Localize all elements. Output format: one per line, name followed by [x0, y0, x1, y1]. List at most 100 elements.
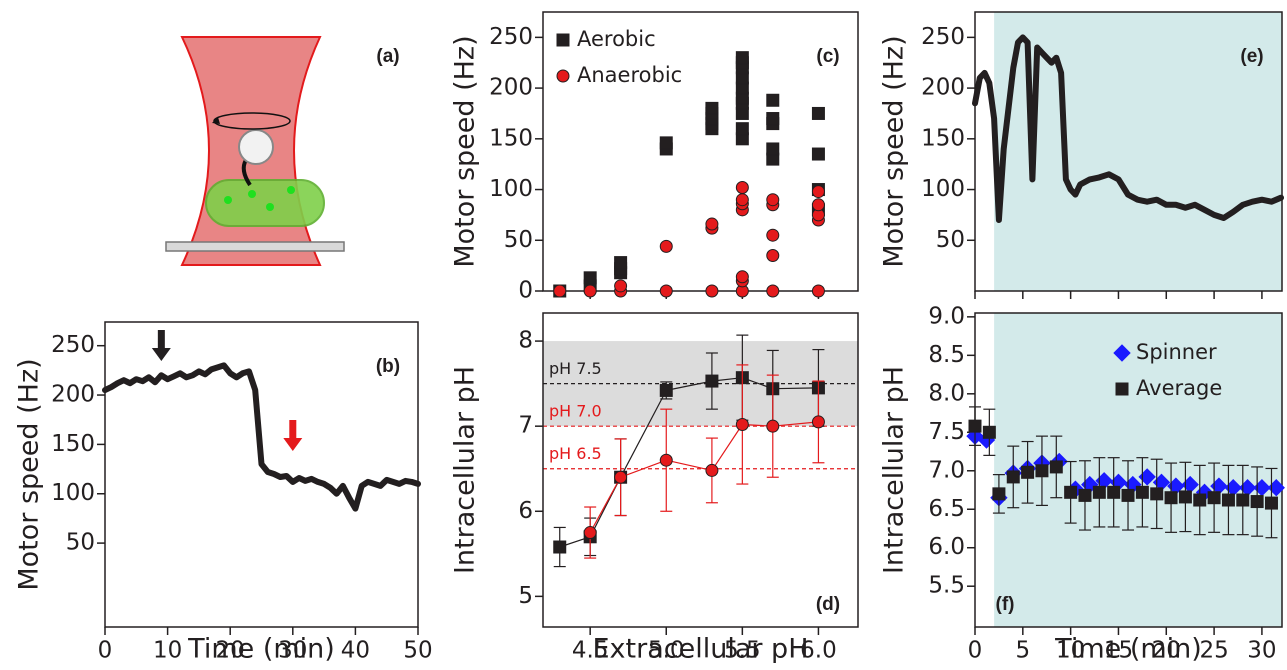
marker	[659, 453, 673, 467]
x-tick-label: 10	[1056, 638, 1085, 664]
y-tick-label: 6	[518, 498, 533, 524]
y-axis-label: Motor speed (Hz)	[14, 358, 45, 590]
y-tick-label: 100	[921, 176, 965, 202]
bacterium	[205, 179, 325, 227]
annotation-arrow	[283, 420, 303, 451]
marker	[766, 248, 780, 262]
series	[102, 362, 421, 512]
series	[972, 34, 1284, 223]
marker	[553, 284, 567, 298]
fluorophore	[266, 203, 274, 211]
marker	[1264, 496, 1278, 510]
plot-frame	[974, 312, 1283, 628]
y-tick-label: 6.0	[928, 534, 965, 560]
marker	[553, 540, 567, 554]
fluorophore	[287, 186, 295, 194]
marker	[766, 142, 780, 156]
y-tick-label: 50	[936, 227, 965, 253]
marker	[766, 112, 780, 126]
marker	[992, 487, 1006, 501]
y-tick-label: 100	[51, 480, 95, 506]
y-tick-label: 6.5	[928, 496, 965, 522]
marker	[1006, 470, 1020, 484]
x-tick-label: 15	[1104, 638, 1133, 664]
marker	[1078, 488, 1092, 502]
reference-label: pH 6.5	[549, 444, 602, 463]
marker	[1150, 487, 1164, 501]
marker	[1021, 465, 1035, 479]
x-tick-label: 5	[1015, 638, 1030, 664]
y-tick-label: 250	[921, 24, 965, 50]
marker	[735, 122, 749, 136]
marker	[556, 33, 570, 47]
marker	[766, 228, 780, 242]
plot-frame	[542, 312, 859, 628]
marker	[982, 425, 996, 439]
y-tick-label: 250	[489, 24, 533, 50]
reference-label: pH 7.5	[549, 359, 602, 378]
y-tick-label: 8.0	[928, 380, 965, 406]
marker	[583, 284, 597, 298]
x-tick-label: 10	[153, 638, 182, 664]
y-tick-label: 200	[921, 75, 965, 101]
marker	[735, 417, 749, 431]
marker	[968, 419, 982, 433]
series	[583, 364, 825, 559]
x-tick-label: 5.5	[724, 638, 761, 664]
glass-slide	[165, 241, 345, 252]
legend-label: Anaerobic	[577, 63, 682, 87]
marker	[556, 69, 570, 83]
marker	[1113, 344, 1131, 362]
marker	[1164, 491, 1178, 505]
y-tick-label: 5	[518, 583, 533, 609]
y-tick-label: 150	[489, 125, 533, 151]
y-tick-label: 7.0	[928, 457, 965, 483]
y-tick-label: 200	[489, 75, 533, 101]
y-tick-label: 100	[489, 176, 533, 202]
rotation-arrowhead	[212, 117, 220, 124]
y-tick-label: 200	[51, 382, 95, 408]
series	[968, 406, 1278, 539]
legend-label: Spinner	[1136, 340, 1217, 364]
fluorophore	[248, 190, 256, 198]
marker	[1107, 485, 1121, 499]
x-axis-label: Extracellular pH	[592, 634, 808, 665]
x-tick-label: 20	[216, 638, 245, 664]
plot-frame	[542, 11, 859, 292]
panel-label: (e)	[1240, 46, 1263, 67]
marker	[614, 256, 628, 270]
y-axis-label: Motor speed (Hz)	[879, 35, 910, 267]
marker	[583, 271, 597, 285]
marker	[811, 284, 825, 298]
y-tick-label: 8	[518, 328, 533, 354]
series	[553, 51, 825, 298]
x-tick-label: 0	[98, 638, 113, 664]
marker	[659, 383, 673, 397]
series	[553, 181, 825, 298]
marker	[1236, 493, 1250, 507]
y-axis-label: Motor speed (Hz)	[450, 35, 481, 267]
x-tick-label: 50	[403, 638, 432, 664]
fluorophore	[224, 196, 232, 204]
y-axis-label: Intracellular pH	[879, 366, 910, 574]
y-tick-label: 50	[504, 227, 533, 253]
marker	[659, 284, 673, 298]
marker	[766, 419, 780, 433]
marker	[659, 239, 673, 253]
y-tick-label: 7	[518, 413, 533, 439]
marker	[1193, 493, 1207, 507]
x-tick-label: 30	[1247, 638, 1276, 664]
marker	[614, 470, 628, 484]
marker	[1250, 495, 1264, 509]
panel-label: (c)	[816, 46, 839, 67]
marker	[1121, 488, 1135, 502]
marker	[1035, 464, 1049, 478]
x-axis-label: Time (min)	[1054, 634, 1202, 665]
y-tick-label: 0	[518, 278, 533, 304]
y-tick-label: 5.5	[928, 573, 965, 599]
marker	[1049, 460, 1063, 474]
marker	[1178, 490, 1192, 504]
marker	[735, 51, 749, 65]
marker	[1064, 485, 1078, 499]
